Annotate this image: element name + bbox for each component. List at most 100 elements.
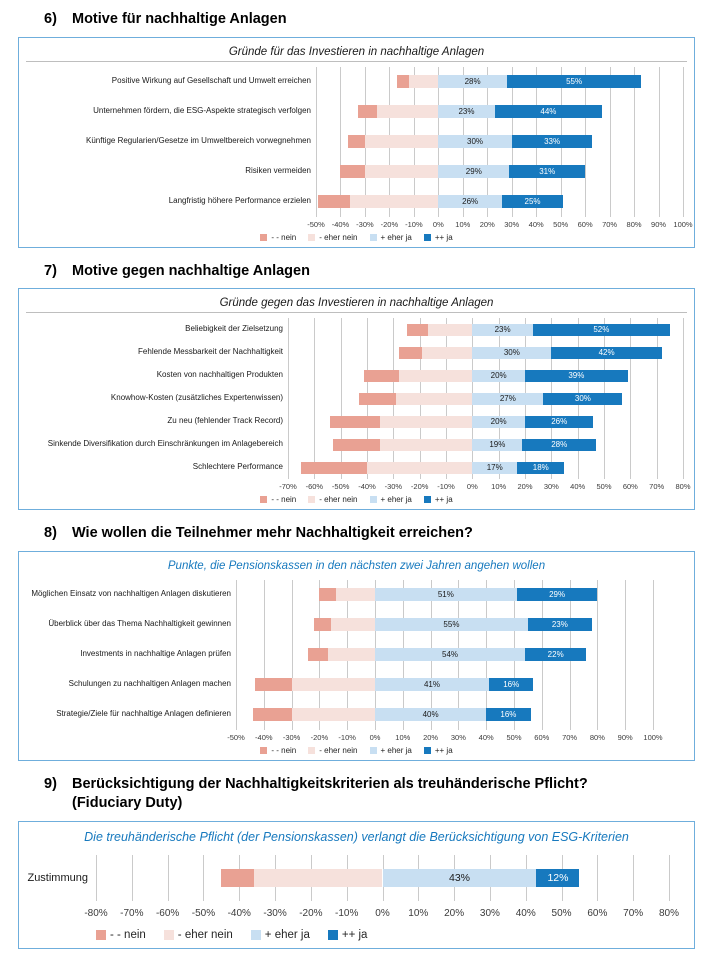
x-axis: -80% -70% -60% -50% -40% -30% -20% -10% 0% 10% 20%… xyxy=(84,903,679,925)
gridline xyxy=(316,66,317,217)
bar-segment-n xyxy=(422,346,473,359)
x-tick-label: -20% xyxy=(310,732,329,742)
bar-track: 30% 42% xyxy=(288,346,683,359)
x-tick-label: -10% xyxy=(405,219,423,229)
bar-segment-pp: 29% xyxy=(516,588,598,602)
bar-segment-pp: 44% xyxy=(494,105,603,119)
gridline xyxy=(669,854,670,901)
legend-item-p: + eher ja xyxy=(369,495,412,505)
bar-track: 41% 16% xyxy=(236,678,653,692)
legend-label: + eher ja xyxy=(380,495,412,505)
bar-segment-nn xyxy=(301,461,367,474)
bar-segment-n xyxy=(380,415,473,428)
heading-line1: Berücksichtigung der Nachhaltigkeitskrit… xyxy=(72,775,588,792)
bar-segment-p: 40% xyxy=(374,708,487,722)
bar-segment-p: 17% xyxy=(472,461,518,474)
heading-text: Berücksichtigung der Nachhaltigkeitskrit… xyxy=(72,775,695,814)
chart-row: Risiken vermeiden 29% 31% xyxy=(26,157,687,187)
legend-label: ++ ja xyxy=(434,232,453,242)
x-tick-label: 70% xyxy=(623,907,644,919)
x-tick-label: -40% xyxy=(331,219,350,229)
x-tick-label: -60% xyxy=(155,907,180,919)
plot-area: Zustimmung 43% 12% xyxy=(26,854,687,901)
gridline xyxy=(630,318,632,480)
gridline xyxy=(625,579,627,730)
bar-segment-pp: 18% xyxy=(517,461,565,474)
bar-segment-n xyxy=(350,195,439,209)
legend-swatch xyxy=(327,929,338,940)
section-heading: 7) Motive gegen nachhaltige Anlagen xyxy=(44,262,695,282)
legend-swatch xyxy=(369,746,377,754)
legend-item-p: + eher ja xyxy=(369,233,412,242)
bar-segment-n xyxy=(364,135,439,149)
bar-segment-pp: 52% xyxy=(532,323,670,336)
bar-track: 40% 16% xyxy=(236,708,653,722)
gridline xyxy=(633,854,635,901)
bar-segment-n xyxy=(398,369,473,382)
x-tick-label: -10% xyxy=(437,482,455,492)
legend: - - nein - eher nein + eher ja ++ ja xyxy=(26,493,687,506)
plot-area: Beliebigkeit der Zielsetzung 23% 52% Fehlen… xyxy=(26,318,687,480)
bar-segment-pp: 22% xyxy=(525,648,587,662)
plot-area: Positive Wirkung auf Gesellschaft und Um… xyxy=(26,66,687,217)
category-label: Langfristig höhere Performance erzielen xyxy=(168,196,311,206)
bar-segment-nn xyxy=(313,618,331,632)
x-tick-label: 90% xyxy=(617,732,633,742)
legend-swatch xyxy=(260,746,268,754)
legend-swatch xyxy=(369,233,377,241)
bar-segment-nn xyxy=(308,648,328,662)
bar-segment-pp: 28% xyxy=(522,438,597,451)
x-tick-label: -20% xyxy=(410,482,429,492)
legend-swatch xyxy=(423,496,431,504)
legend-label: ++ ja xyxy=(434,495,453,505)
legend-label: - - nein xyxy=(271,745,297,755)
category-label: Möglichen Einsatz von nachhaltigen Anlag… xyxy=(31,589,231,599)
legend-swatch xyxy=(250,929,261,940)
x-tick-label: -30% xyxy=(282,732,301,742)
bar-segment-n xyxy=(395,392,473,405)
legend-swatch xyxy=(96,929,106,940)
bar-track: 43% 12% xyxy=(96,868,669,887)
x-tick-label: -20% xyxy=(299,907,323,919)
gridline xyxy=(683,66,684,217)
category-label: Künftige Regularien/Gesetze im Umweltber… xyxy=(86,136,311,146)
x-tick-label: -60% xyxy=(305,482,324,492)
bar-segment-p: 23% xyxy=(472,323,533,336)
bar-segment-p: 30% xyxy=(472,346,552,359)
bar-segment-nn xyxy=(364,369,399,382)
legend-item-nn: - - nein xyxy=(260,233,296,242)
bar-segment-nn xyxy=(318,195,351,209)
category-label: Zustimmung xyxy=(27,871,88,884)
legend-item-pp: ++ ja xyxy=(423,745,453,755)
bar-segment-nn xyxy=(330,415,381,428)
legend-item-nn: - - nein xyxy=(260,746,296,755)
category-label: Fehlende Messbarkeit der Nachhaltigkeit xyxy=(138,347,283,357)
legend-label: ++ ja xyxy=(434,745,453,755)
bar-segment-p: 30% xyxy=(438,135,512,149)
x-tick-label: -30% xyxy=(263,907,287,919)
chart-motive-gegen-nachhaltige-anlagen: Gründe gegen das Investieren in nachhalt… xyxy=(18,288,695,511)
legend-item-n: - eher nein xyxy=(308,233,358,242)
gridline xyxy=(656,318,658,480)
legend-label: - - nein xyxy=(110,928,146,941)
bar-track: 27% 30% xyxy=(288,392,683,405)
chart-row: Langfristig höhere Performance erzielen 2… xyxy=(26,187,687,217)
chart-title: Punkte, die Pensionskassen in den nächst… xyxy=(167,559,546,572)
x-tick-label: 30% xyxy=(479,907,500,919)
gridline xyxy=(683,318,684,480)
x-tick-label: -10% xyxy=(338,732,356,742)
gridline xyxy=(340,318,342,480)
bar-segment-n xyxy=(367,461,473,474)
bar-track: 20% 39% xyxy=(288,369,683,382)
chart-title: Gründe für das Investieren in nachhaltig… xyxy=(26,43,687,62)
legend-item-p: + eher ja xyxy=(369,746,412,755)
x-tick-label: 50% xyxy=(553,219,569,229)
gridline xyxy=(131,854,133,901)
bar-segment-pp: 16% xyxy=(488,678,534,692)
legend-swatch xyxy=(423,746,431,754)
bar-segment-nn xyxy=(406,323,428,336)
section-heading: 6) Motive für nachhaltige Anlagen xyxy=(44,10,695,30)
legend-item-pp: ++ ja xyxy=(423,232,453,242)
bar-segment-n xyxy=(330,618,375,632)
legend-swatch xyxy=(308,746,316,754)
